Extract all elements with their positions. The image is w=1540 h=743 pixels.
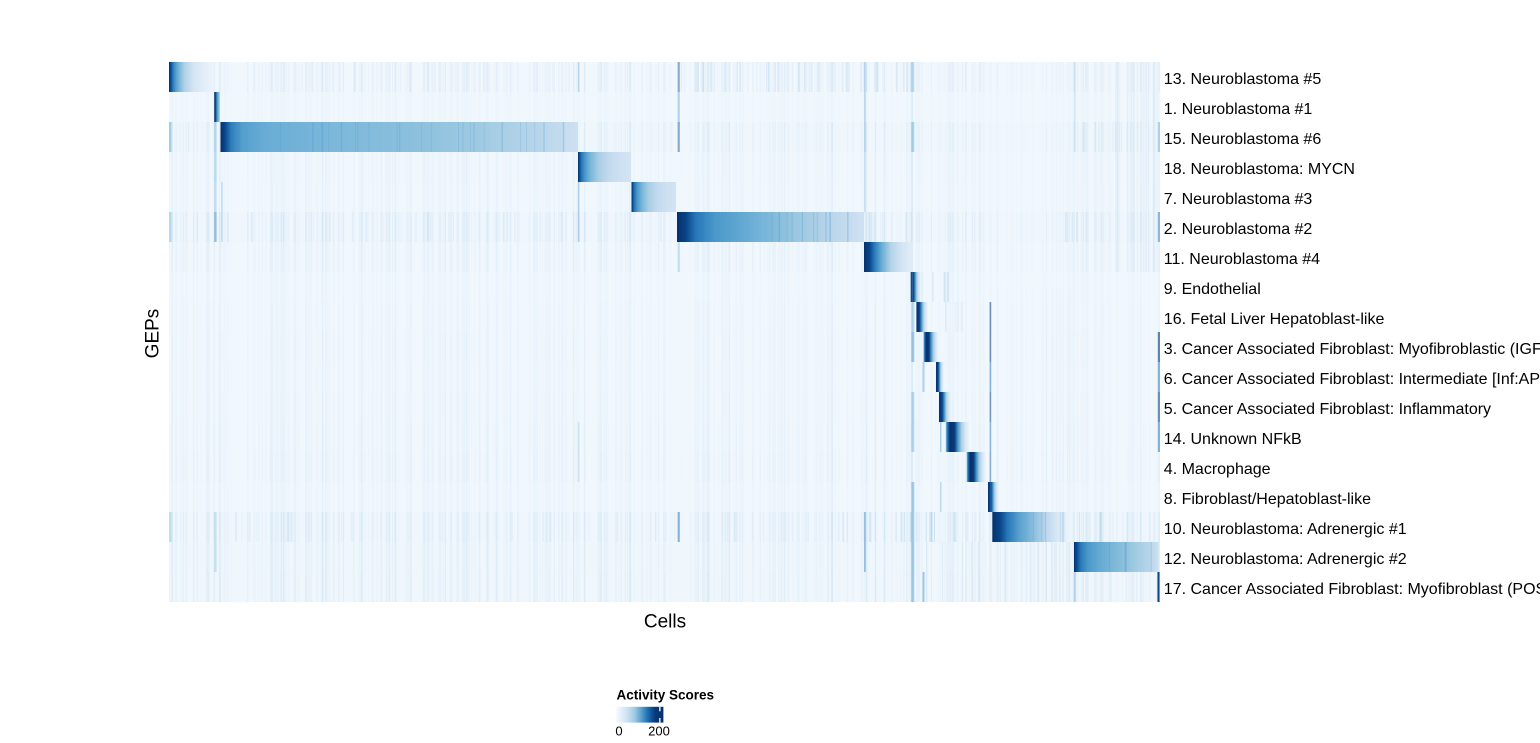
svg-text:GEPs: GEPs [143, 309, 164, 359]
svg-text:12. Neuroblastoma: Adrenergic: 12. Neuroblastoma: Adrenergic #2 [1164, 551, 1407, 568]
svg-text:10. Neuroblastoma: Adrenergic: 10. Neuroblastoma: Adrenergic #1 [1164, 521, 1407, 538]
svg-text:200: 200 [648, 724, 670, 739]
svg-text:8. Fibroblast/Hepatoblast-like: 8. Fibroblast/Hepatoblast-like [1164, 491, 1371, 508]
svg-text:3. Cancer Associated Fibroblas: 3. Cancer Associated Fibroblast: Myofibr… [1164, 341, 1540, 358]
svg-text:0: 0 [615, 724, 622, 739]
svg-text:17. Cancer Associated Fibrobla: 17. Cancer Associated Fibroblast: Myofib… [1164, 581, 1540, 598]
svg-text:6. Cancer Associated Fibroblas: 6. Cancer Associated Fibroblast: Interme… [1164, 371, 1540, 388]
svg-text:Cells: Cells [644, 612, 686, 633]
svg-text:4. Macrophage: 4. Macrophage [1164, 461, 1271, 478]
svg-text:1. Neuroblastoma #1: 1. Neuroblastoma #1 [1164, 101, 1313, 118]
svg-text:Activity Scores: Activity Scores [617, 688, 715, 703]
svg-text:15. Neuroblastoma #6: 15. Neuroblastoma #6 [1164, 131, 1322, 148]
svg-text:16. Fetal Liver Hepatoblast-li: 16. Fetal Liver Hepatoblast-like [1164, 311, 1385, 328]
svg-text:5. Cancer Associated Fibroblas: 5. Cancer Associated Fibroblast: Inflamm… [1164, 401, 1491, 418]
svg-text:13. Neuroblastoma #5: 13. Neuroblastoma #5 [1164, 71, 1322, 88]
svg-text:9. Endothelial: 9. Endothelial [1164, 281, 1261, 298]
svg-text:7. Neuroblastoma #3: 7. Neuroblastoma #3 [1164, 191, 1313, 208]
svg-text:2. Neuroblastoma #2: 2. Neuroblastoma #2 [1164, 221, 1313, 238]
svg-text:14. Unknown NFkB: 14. Unknown NFkB [1164, 431, 1302, 448]
svg-text:18. Neuroblastoma: MYCN: 18. Neuroblastoma: MYCN [1164, 161, 1355, 178]
svg-text:11. Neuroblastoma #4: 11. Neuroblastoma #4 [1164, 251, 1320, 268]
